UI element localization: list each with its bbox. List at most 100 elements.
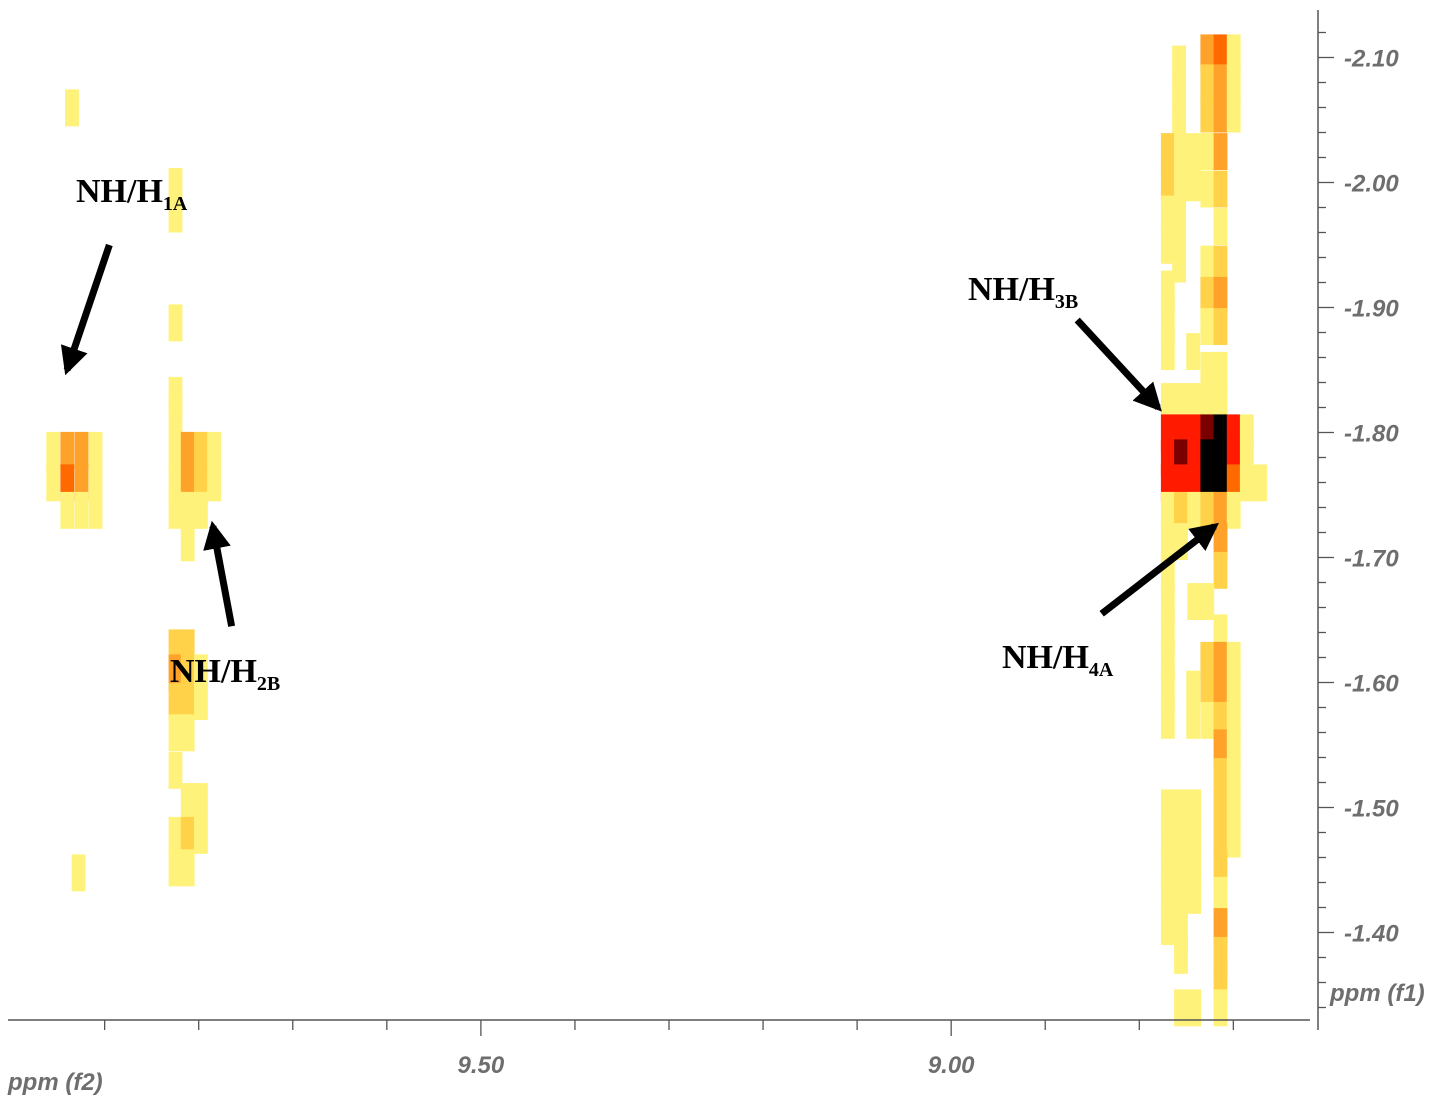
spectrum-cell: [1213, 308, 1228, 345]
spectrum-cell: [65, 89, 79, 127]
y-axis-ticks: -2.10 -2.00 -1.90 -1.80 -1.70 -1.60 -1.50 -1.40: [1318, 31, 1399, 1009]
spectrum-cell: [1213, 383, 1228, 420]
spectrum-cell: [1213, 989, 1228, 1027]
spectrum-cell: [1172, 245, 1186, 283]
spectrum-cell: [1172, 76, 1186, 114]
spectrum-cell: [1226, 641, 1241, 679]
spectrum-cell: [1226, 789, 1241, 827]
spectrum-cell: [1226, 491, 1241, 529]
spectrum-cell: [168, 654, 183, 692]
y-tick-label: -1.40: [1344, 921, 1399, 948]
spectrum-cell: [1213, 908, 1228, 945]
spectrum-cell: [1213, 34, 1228, 72]
spectrum-cell: [1187, 989, 1202, 1027]
spectrum-cell: [60, 431, 75, 469]
spectrum-cell: [168, 683, 183, 720]
spectrum-cell: [1200, 383, 1215, 420]
spectrum-cell: [168, 431, 183, 469]
spectrum-cell: [1213, 789, 1228, 827]
spectrum-cell: [46, 431, 61, 469]
spectrum-cell: [1160, 820, 1175, 858]
annotation-arrow: [1074, 317, 1162, 412]
spectrum-cell: [194, 783, 208, 820]
annotation-arrow: [1099, 522, 1219, 617]
peak-annotation: NH/H1A: [60, 173, 188, 376]
spectrum-cell: [1226, 729, 1241, 767]
spectrum-cell: [71, 854, 86, 892]
spectrum-cell: [1213, 758, 1228, 795]
spectrum-cell: [180, 654, 195, 692]
spectrum-cell: [1213, 551, 1228, 589]
spectrum-cell: [1213, 670, 1228, 708]
spectrum-cell: [1174, 789, 1188, 827]
spectrum-cell: [88, 431, 103, 469]
spectrum-cell: [1200, 34, 1215, 72]
spectrum-cell: [1253, 464, 1267, 502]
spectrum-cell: [1160, 523, 1175, 560]
spectrum-cell: [1200, 351, 1215, 389]
spectrum-cell: [1226, 34, 1241, 72]
spectrum-cell: [1239, 464, 1254, 502]
spectrum-cells: [46, 34, 1267, 1027]
spectrum-cell: [1160, 701, 1175, 739]
spectrum-cell: [46, 464, 61, 502]
spectrum-cell: [1174, 876, 1188, 914]
spectrum-cell: [1226, 64, 1241, 102]
spectrum-cell: [1174, 989, 1188, 1027]
spectrum-cell: [1160, 908, 1175, 945]
spectrum-cell: [1160, 641, 1175, 679]
spectrum-cell: [1213, 876, 1228, 914]
spectrum-cell: [194, 491, 208, 529]
spectrum-cell: [194, 431, 208, 469]
spectrum-cell: [1174, 820, 1188, 858]
peak-annotations: NH/H1A NH/H2B NH/H3B NH/H4A: [60, 173, 1219, 695]
spectrum-cell: [1186, 670, 1201, 708]
spectrum-cell: [1160, 133, 1175, 170]
spectrum-cell: [168, 816, 183, 854]
spectrum-cell: [1213, 133, 1228, 170]
spectrum-cell: [1172, 211, 1186, 249]
spectrum-cell: [1160, 583, 1175, 620]
spectrum-cell: [1213, 351, 1228, 389]
spectrum-cell: [194, 683, 208, 720]
spectrum-cell: [180, 849, 195, 887]
spectrum-cell: [168, 491, 183, 529]
spectrum-cell: [207, 464, 221, 502]
spectrum-cell: [1187, 164, 1202, 202]
spectrum-cell: [1213, 245, 1228, 283]
spectrum-cell: [194, 654, 208, 692]
spectrum-cell: [168, 751, 183, 789]
spectrum-cell: [180, 524, 195, 562]
spectrum-cell: [180, 431, 195, 469]
spectrum-cell: [1160, 270, 1175, 308]
spectrum-cell: [1213, 641, 1228, 679]
spectrum-cell: [1160, 876, 1175, 914]
spectrum-cell: [180, 491, 195, 529]
spectrum-cell: [1186, 333, 1201, 370]
spectrum-cell: [180, 783, 195, 820]
spectrum-cell: [1200, 64, 1215, 102]
y-tick-label: -1.90: [1344, 296, 1399, 323]
spectrum-cell: [168, 304, 183, 342]
y-tick-label: -1.70: [1344, 546, 1399, 573]
annotation-arrow: [203, 520, 236, 627]
spectrum-cell: [1200, 583, 1215, 620]
spectrum-cell: [1187, 820, 1202, 858]
spectrum-cell: [1172, 45, 1186, 83]
spectrum-cell: [1174, 383, 1188, 420]
spectrum-cell: [1187, 383, 1202, 420]
spectrum-cell: [1160, 670, 1175, 708]
spectrum-cell: [74, 491, 89, 529]
spectrum-cell: [1200, 95, 1215, 133]
spectrum-cell: [168, 714, 183, 752]
spectrum-cell: [1186, 701, 1201, 739]
spectrum-cell: [1160, 195, 1175, 233]
spectrum-cell: [1174, 164, 1188, 202]
spectrum-cell: [168, 195, 183, 233]
spectrum-cell: [1200, 170, 1215, 208]
spectrum-cell: [1200, 308, 1215, 345]
annotation-label: NH/H3B: [968, 271, 1078, 313]
spectrum-cell: [1160, 226, 1175, 264]
peak-annotation: NH/H4A: [1002, 522, 1219, 681]
